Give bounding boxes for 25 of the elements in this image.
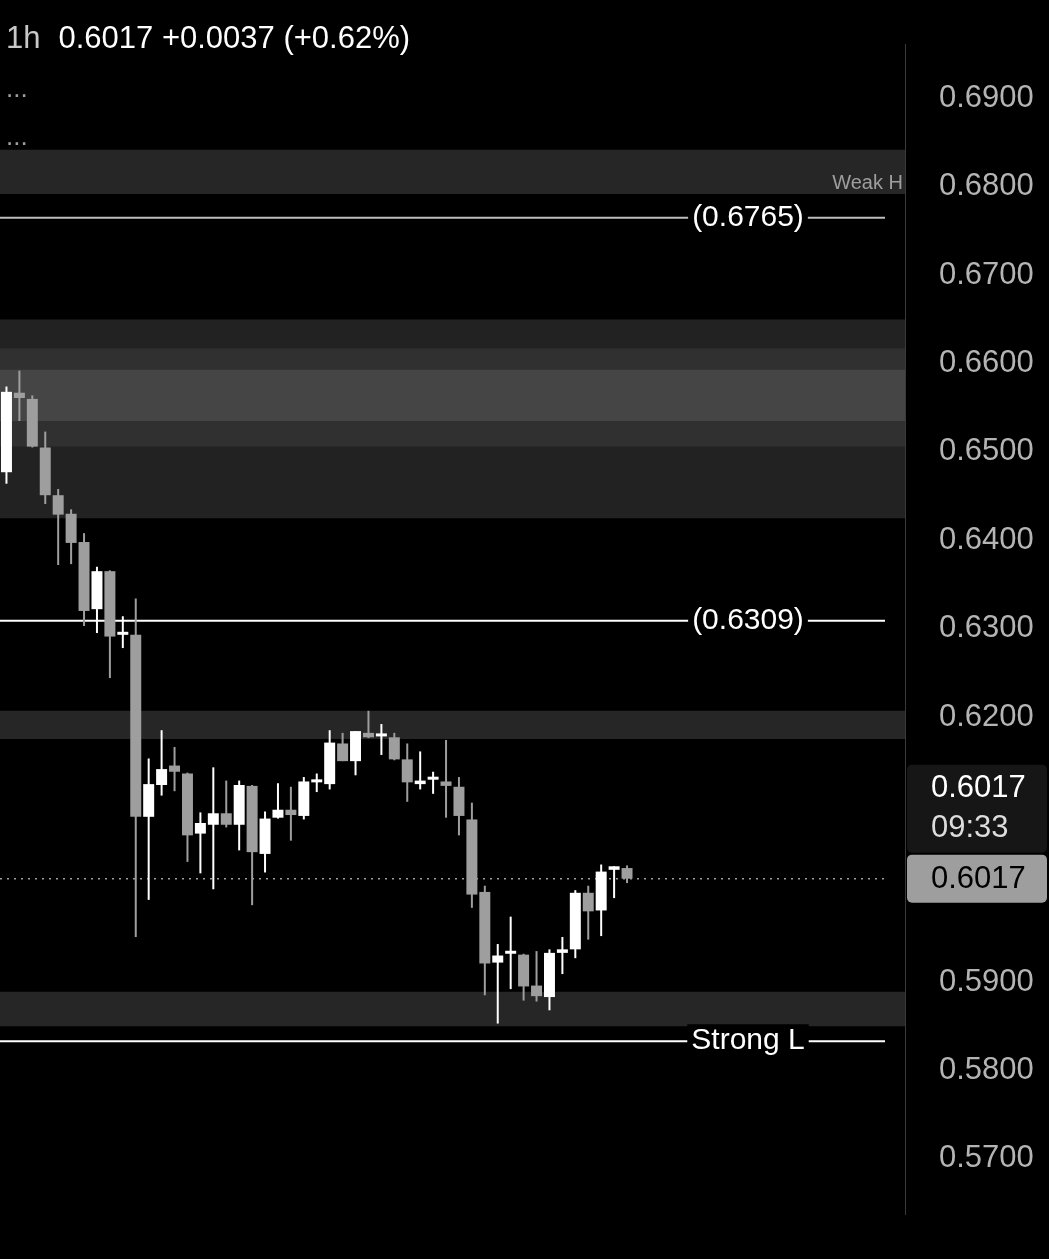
chart-title: 1h [6,20,41,55]
ref-line-label: 0.6017 [931,860,1026,896]
y-tick-label: 0.6600 [939,344,1034,380]
candlestick [440,738,452,819]
annotation: ... [6,121,28,152]
y-tick-label: 0.5700 [939,1139,1034,1175]
candlestick [608,865,620,900]
y-tick-label: 0.6300 [939,609,1034,645]
y-tick-label: 0.6800 [939,167,1034,203]
text: 0.6017 [931,769,1026,805]
chart-subtitle: 0.6017 +0.0037 (+0.62%) [58,20,411,55]
band-label: Weak H [832,171,903,194]
y-tick-label: 0.6200 [939,697,1034,733]
y-tick-label: 0.6400 [939,520,1034,556]
y-tick-label: 0.6700 [939,255,1034,291]
y-tick-label: 0.5800 [939,1050,1034,1086]
annotation: ... [6,73,28,104]
ref-line-label: (0.6765) [692,199,804,233]
ref-line-label: Strong L [691,1022,805,1056]
y-tick-label: 0.5900 [939,962,1034,998]
y-tick-label: 0.6900 [939,79,1034,115]
y-tick-label: 0.6500 [939,432,1034,468]
candlestick [556,935,568,976]
text: 09:33 [931,809,1009,845]
ref-line-label: (0.6309) [692,601,804,635]
